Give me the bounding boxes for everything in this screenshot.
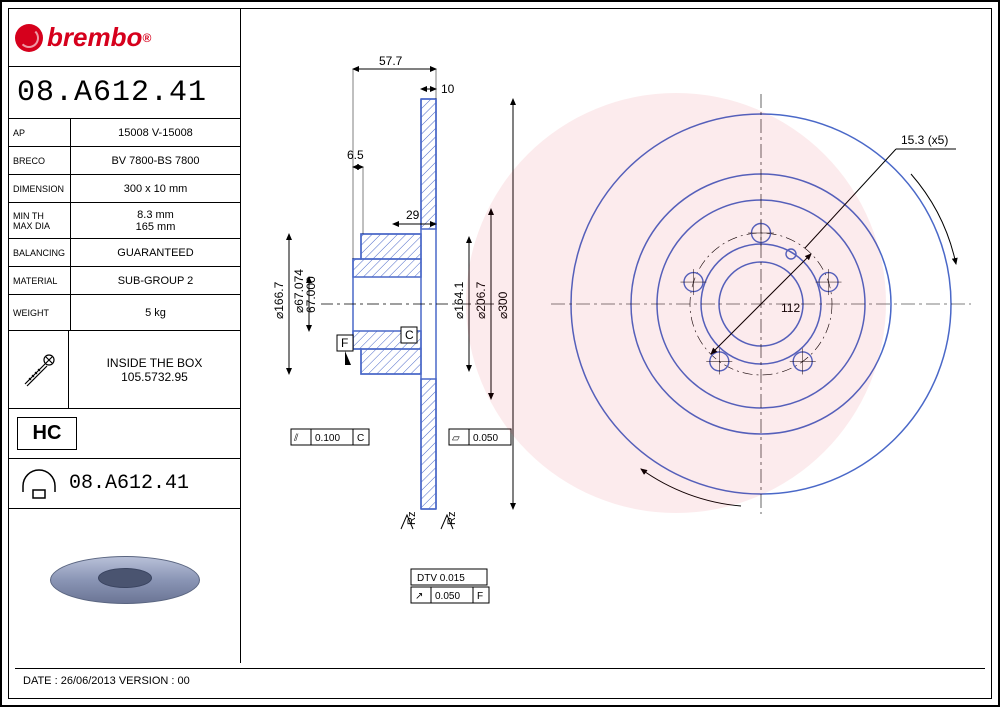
svg-text:67.000: 67.000	[304, 276, 318, 313]
svg-text:⌀206.7: ⌀206.7	[474, 281, 488, 319]
spec-panel: brembo ® 08.A612.41 AP 15008 V-15008 BRE…	[9, 9, 241, 663]
spec-label: MATERIAL	[9, 267, 71, 294]
disc-profile-icon	[9, 466, 69, 502]
spec-label: BALANCING	[9, 239, 71, 266]
svg-text:⫽: ⫽	[293, 433, 299, 444]
part-number-2: 08.A612.41	[69, 472, 240, 495]
spec-value: SUB-GROUP 2	[71, 267, 240, 294]
product-render	[9, 509, 240, 651]
svg-text:0.050: 0.050	[435, 591, 460, 602]
svg-text:⌀166.7: ⌀166.7	[272, 281, 286, 319]
svg-text:Rz: Rz	[406, 512, 418, 525]
svg-text:C: C	[357, 433, 364, 444]
spec-minth-maxdia: MIN TH MAX DIA 8.3 mm 165 mm	[9, 203, 240, 239]
svg-text:C: C	[405, 328, 414, 342]
inner-frame: brembo ® 08.A612.41 AP 15008 V-15008 BRE…	[8, 8, 992, 699]
svg-text:10: 10	[441, 82, 455, 96]
screw-icon	[9, 331, 69, 408]
date-value: 26/06/2013	[61, 675, 116, 687]
footer: DATE : 26/06/2013 VERSION : 00	[15, 668, 985, 698]
hc-badge: HC	[17, 417, 77, 450]
svg-text:6.5: 6.5	[347, 148, 364, 162]
technical-drawing: 57.7 10 6.5 29	[241, 9, 991, 659]
brembo-disc-icon	[15, 24, 43, 52]
spec-label: MIN TH MAX DIA	[9, 203, 71, 238]
inside-box-text: INSIDE THE BOX 105.5732.95	[69, 356, 240, 384]
svg-text:112: 112	[781, 301, 800, 315]
spec-label: BRECO	[9, 147, 71, 174]
spec-material: MATERIAL SUB-GROUP 2	[9, 267, 240, 295]
svg-text:15.3 (x5): 15.3 (x5)	[901, 133, 948, 147]
part-number: 08.A612.41	[9, 67, 240, 119]
svg-text:Rz: Rz	[446, 512, 458, 525]
spec-value: 15008 V-15008	[71, 119, 240, 146]
svg-text:DTV 0.015: DTV 0.015	[417, 573, 465, 584]
brand-name: brembo	[47, 22, 142, 53]
drawing-area: 57.7 10 6.5 29	[241, 9, 991, 662]
drawing-sheet: brembo ® 08.A612.41 AP 15008 V-15008 BRE…	[0, 0, 1000, 707]
version-value: 00	[178, 675, 190, 687]
spec-breco: BRECO BV 7800-BS 7800	[9, 147, 240, 175]
svg-text:F: F	[341, 336, 348, 350]
spec-value: 5 kg	[71, 295, 240, 330]
spec-value: 8.3 mm 165 mm	[71, 203, 240, 238]
spec-value: BV 7800-BS 7800	[71, 147, 240, 174]
svg-text:▱: ▱	[452, 433, 460, 444]
spec-ap: AP 15008 V-15008	[9, 119, 240, 147]
spec-label: DIMENSION	[9, 175, 71, 202]
svg-text:57.7: 57.7	[379, 54, 403, 68]
svg-text:29: 29	[406, 208, 420, 222]
spec-value: GUARANTEED	[71, 239, 240, 266]
svg-text:F: F	[477, 591, 483, 602]
svg-text:⌀300: ⌀300	[496, 291, 510, 319]
version-label: VERSION :	[119, 675, 175, 687]
inside-box-row: INSIDE THE BOX 105.5732.95	[9, 331, 240, 409]
svg-text:⌀164.1: ⌀164.1	[452, 281, 466, 319]
spec-label: AP	[9, 119, 71, 146]
spec-balancing: BALANCING GUARANTEED	[9, 239, 240, 267]
spec-value: 300 x 10 mm	[71, 175, 240, 202]
spec-weight: WEIGHT 5 kg	[9, 295, 240, 331]
spec-dimension: DIMENSION 300 x 10 mm	[9, 175, 240, 203]
disc-3d-icon	[50, 556, 200, 604]
svg-text:0.050: 0.050	[473, 433, 498, 444]
part-number-2-row: 08.A612.41	[9, 459, 240, 509]
date-label: DATE :	[23, 675, 58, 687]
svg-text:↗: ↗	[415, 591, 423, 602]
brand-logo: brembo ®	[9, 9, 240, 67]
spec-label: WEIGHT	[9, 295, 71, 330]
hc-row: HC	[9, 409, 240, 459]
svg-text:0.100: 0.100	[315, 433, 340, 444]
